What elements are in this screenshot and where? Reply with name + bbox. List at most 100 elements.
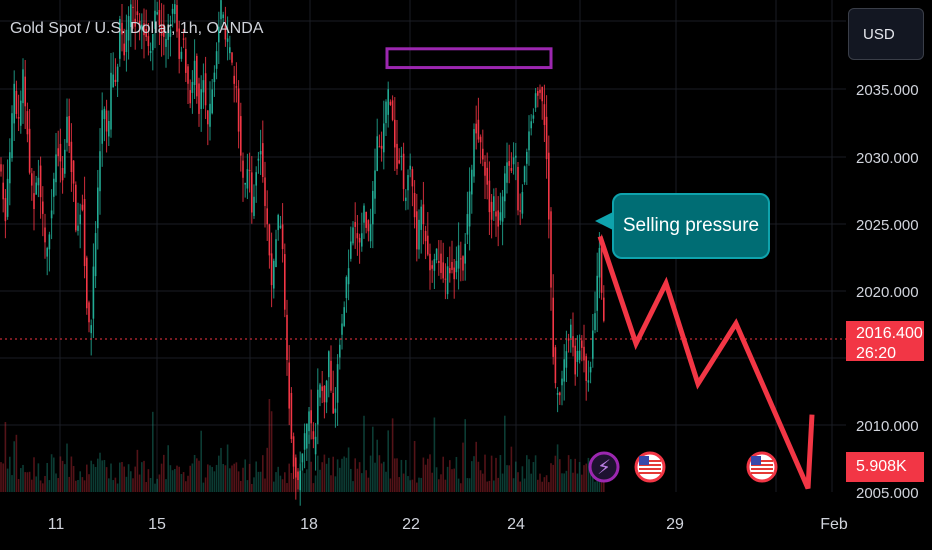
candle-body [15,90,18,114]
volume-bar [251,483,253,492]
candle-body [330,360,332,391]
volume-bar [37,463,40,492]
candle-body [477,119,480,140]
candle-body [319,384,321,398]
candle-body [255,172,257,186]
volume-bar [15,434,18,492]
selling-pressure-callout[interactable]: Selling pressure [612,193,770,259]
volume-bar [86,464,88,492]
candle-body [108,121,110,137]
candle-body [132,6,134,9]
volume-bar [176,465,178,492]
resistance-box[interactable] [385,47,553,70]
candle-body [292,436,295,467]
candle-body [317,389,319,425]
candle-body [242,160,244,178]
candle-body [572,336,574,348]
volume-bar [253,477,255,492]
volume-bar [552,464,554,492]
volume-bar [391,418,394,492]
candle-body [539,89,541,93]
volume-bar [264,478,266,492]
candle-body [103,108,106,120]
volume-bar [158,474,161,492]
candle-body [127,16,130,41]
candle-body [270,253,273,286]
volume-bar [134,466,136,492]
candle-body [99,151,101,192]
candle-body [20,100,22,126]
candle-body [237,88,240,132]
volume-bar [369,455,372,492]
candle-body [471,169,473,195]
volume-bar [460,483,462,492]
candle-body [372,190,374,225]
candle-body [66,116,68,143]
candle-body [213,72,216,83]
candle-body [400,155,403,158]
volume-bar [42,483,44,492]
volume-bar [44,476,46,492]
candle-body [495,211,497,217]
us-flag-icon[interactable] [634,451,666,483]
candle-body [233,75,235,84]
y-tick-label: 2025.000 [856,217,919,234]
volume-bar [545,475,548,492]
candle-body [57,148,59,157]
candle-body [275,239,277,267]
candle-body [383,123,385,153]
candle-body [248,170,251,172]
candle-body [235,86,238,88]
time-axis[interactable]: 11 15 18 22 24 29 Feb [0,510,932,550]
volume-bar [198,460,200,492]
candle-body [424,230,427,242]
x-tick-label: 15 [148,516,166,533]
volume-bar [477,461,480,492]
volume-bar [138,474,141,492]
candle-body [24,76,26,107]
x-tick-label: 18 [300,516,318,533]
volume-bar [339,467,341,492]
candle-body [11,113,13,159]
volume-bar [440,474,442,492]
volume-bar [521,466,524,492]
candle-body [585,356,587,381]
us-flag-icon[interactable] [746,451,778,483]
volume-bar [495,457,497,492]
currency-button[interactable]: USD [848,8,924,60]
volume-bar [431,472,433,492]
volume-bar [284,472,286,492]
event-markers[interactable]: ⚡ [588,451,778,483]
candle-body [526,151,528,164]
candle-body [537,91,539,96]
volume-bar [413,440,416,492]
forecast-arrow[interactable] [597,235,815,490]
candle-body [136,11,139,16]
candle-body [39,165,42,198]
volume-bar [570,459,572,492]
volume-bar [405,460,407,492]
candle-body [521,192,524,214]
candle-body [543,104,546,125]
lightning-icon[interactable]: ⚡ [588,451,620,483]
price-axis[interactable]: 2035.000 2030.000 2025.000 2020.000 2010.000… [846,0,932,510]
volume-bar [471,461,473,492]
candle-body [374,170,376,199]
candle-body [312,431,315,440]
volume-bar [136,449,139,492]
candle-body [125,29,128,52]
volume-bar [112,480,114,492]
candle-body [530,121,532,129]
candle-body [37,177,40,186]
candle-body [169,29,172,37]
candle-body [165,38,167,47]
candle-body [460,258,462,260]
candle-body [431,265,433,269]
candle-body [44,227,46,243]
candle-body [229,47,231,54]
candle-body [352,227,354,244]
volume-bar [9,456,11,492]
candle-body [488,180,491,213]
candle-body [594,313,596,331]
